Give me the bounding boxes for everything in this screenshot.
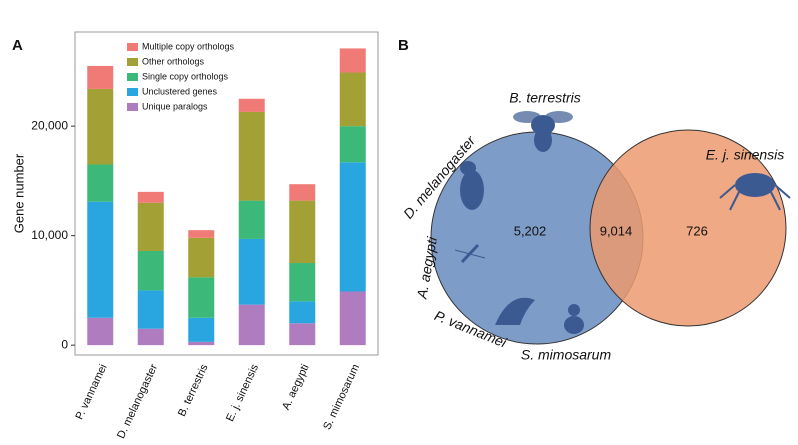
panel-label: A (12, 37, 23, 54)
species-label: E. j. sinensis (706, 147, 785, 163)
y-tick-label: 20,000 (31, 118, 68, 132)
bar-segment (339, 162, 366, 292)
bar-segment (238, 98, 265, 112)
x-tick-label: D. melanogaster (115, 362, 160, 441)
y-axis-label: Gene number (11, 153, 26, 233)
bar-segment (137, 202, 164, 251)
bar-segment (137, 191, 164, 203)
bar-segment (339, 291, 366, 346)
species-label: B. terrestris (509, 90, 581, 106)
bar-segment (137, 290, 164, 329)
legend-label: Single copy orthologs (142, 71, 229, 81)
bar-segment (188, 277, 215, 318)
bar-segment (137, 250, 164, 291)
x-tick-label: S. mimosarum (321, 362, 362, 431)
x-tick-label: B. terrestris (176, 362, 211, 418)
species-icons (454, 111, 791, 334)
bar-segment (238, 304, 265, 346)
bar-segment (289, 184, 316, 201)
bar-segment (339, 126, 366, 163)
legend-label: Multiple copy orthologs (142, 41, 235, 51)
bar-segment (188, 341, 215, 346)
bar-segment (188, 317, 215, 342)
bar-segment (238, 111, 265, 201)
bar-segment (87, 65, 114, 89)
set-right (589, 129, 787, 327)
panel-label: B (398, 37, 409, 54)
bar-segment (238, 238, 265, 305)
plot-frame (74, 31, 379, 356)
bar-segment (188, 237, 215, 278)
bar-segment (238, 200, 265, 239)
bar-segment (87, 201, 114, 318)
bar-segment (289, 323, 316, 346)
bar-segment (339, 48, 366, 73)
bar-segment (137, 328, 164, 346)
x-tick-label: A. aegypti (280, 362, 312, 411)
legend-swatch (127, 103, 138, 111)
region-count: 5,202 (514, 223, 547, 238)
x-tick-label: E. j. sinensis (224, 362, 261, 423)
region-count: 726 (686, 223, 708, 238)
legend-swatch (127, 43, 138, 51)
legend-swatch (127, 73, 138, 81)
legend-label: Unique paralogs (142, 101, 208, 111)
legend-label: Other orthologs (142, 56, 205, 66)
bar-segment (289, 301, 316, 324)
bar-segment (289, 263, 316, 302)
y-tick-label: 10,000 (31, 228, 68, 242)
legend-swatch (127, 88, 138, 96)
y-tick-label: 0 (61, 337, 68, 351)
species-label: S. mimosarum (521, 347, 612, 363)
bar-segment (87, 88, 114, 165)
bar-segment (87, 317, 114, 346)
legend-swatch (127, 58, 138, 66)
venn (430, 129, 787, 345)
region-count: 9,014 (600, 223, 633, 238)
bar-segment (87, 164, 114, 202)
bar-segment (339, 72, 366, 127)
bar-segment (289, 200, 316, 264)
x-tick-label: P. vannamei (73, 362, 109, 421)
legend-label: Unclustered genes (142, 86, 218, 96)
bar-segment (188, 230, 215, 238)
